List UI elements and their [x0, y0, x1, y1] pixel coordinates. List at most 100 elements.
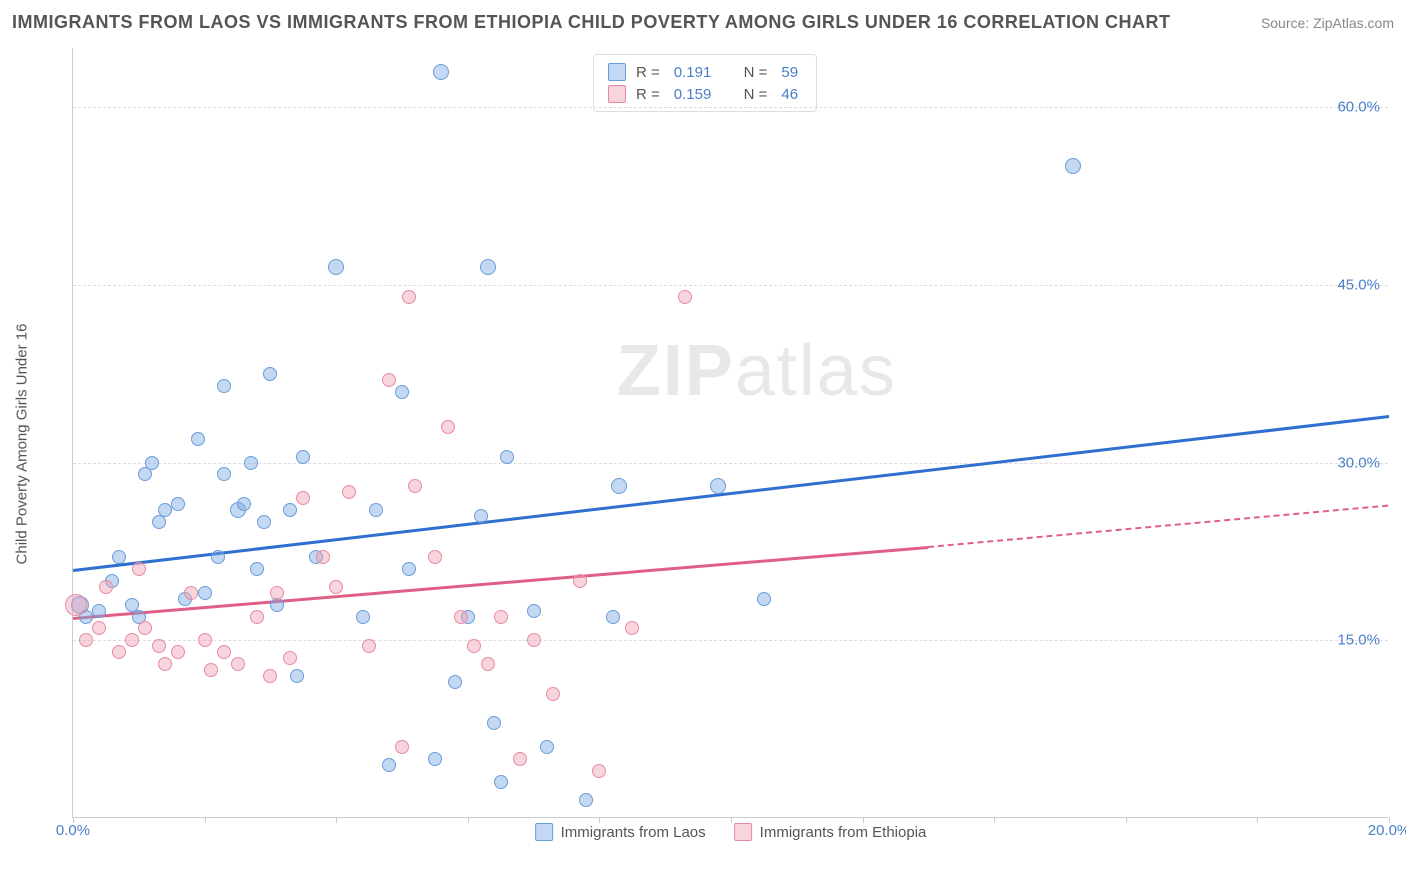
gridline [73, 285, 1388, 286]
x-tick-mark [205, 817, 206, 823]
x-tick-mark [468, 817, 469, 823]
data-point [356, 610, 370, 624]
data-point [611, 478, 627, 494]
data-point [158, 503, 172, 517]
data-point [369, 503, 383, 517]
data-point [487, 716, 501, 730]
gridline [73, 463, 1388, 464]
data-point [191, 432, 205, 446]
y-tick-label: 60.0% [1337, 99, 1380, 116]
data-point [513, 752, 527, 766]
data-point [395, 385, 409, 399]
data-point [757, 592, 771, 606]
watermark: ZIPatlas [617, 330, 897, 412]
data-point [250, 610, 264, 624]
data-point [92, 604, 106, 618]
y-tick-label: 15.0% [1337, 632, 1380, 649]
data-point [145, 456, 159, 470]
data-point [625, 621, 639, 635]
data-point [296, 450, 310, 464]
data-point [112, 550, 126, 564]
data-point [79, 633, 93, 647]
data-point [99, 580, 113, 594]
data-point [382, 373, 396, 387]
data-point [270, 586, 284, 600]
data-point [592, 764, 606, 778]
x-tick-label: 0.0% [56, 822, 90, 839]
data-point [540, 740, 554, 754]
x-tick-mark [1257, 817, 1258, 823]
data-point [152, 639, 166, 653]
data-point [678, 290, 692, 304]
data-point [171, 497, 185, 511]
data-point [467, 639, 481, 653]
y-tick-label: 30.0% [1337, 454, 1380, 471]
data-point [290, 669, 304, 683]
data-point [316, 550, 330, 564]
data-point [500, 450, 514, 464]
data-point [546, 687, 560, 701]
swatch-ethiopia-icon [734, 823, 752, 841]
swatch-laos-icon [535, 823, 553, 841]
data-point [211, 550, 225, 564]
data-point [433, 64, 449, 80]
data-point [244, 456, 258, 470]
data-point [204, 663, 218, 677]
data-point [171, 645, 185, 659]
data-point [217, 645, 231, 659]
data-point [250, 562, 264, 576]
x-tick-mark [994, 817, 995, 823]
data-point [448, 675, 462, 689]
x-tick-mark [1126, 817, 1127, 823]
gridline [73, 107, 1388, 108]
data-point [573, 574, 587, 588]
data-point [283, 503, 297, 517]
data-point [710, 478, 726, 494]
data-point [92, 621, 106, 635]
data-point [138, 621, 152, 635]
data-point [158, 657, 172, 671]
data-point [527, 604, 541, 618]
data-point [441, 420, 455, 434]
data-point [342, 485, 356, 499]
data-point [132, 562, 146, 576]
correlation-legend: R = 0.191 N = 59 R = 0.159 N = 46 [593, 54, 817, 112]
scatter-plot: ZIPatlas R = 0.191 N = 59 R = 0.159 N = … [72, 48, 1388, 818]
legend-row-ethiopia: R = 0.159 N = 46 [608, 83, 802, 105]
trendline-extrapolated [928, 504, 1389, 547]
data-point [480, 259, 496, 275]
x-tick-mark [731, 817, 732, 823]
swatch-ethiopia [608, 85, 626, 103]
data-point [125, 633, 139, 647]
gridline [73, 640, 1388, 641]
trendline [73, 546, 929, 620]
data-point [217, 379, 231, 393]
data-point [527, 633, 541, 647]
data-point [198, 586, 212, 600]
data-point [428, 550, 442, 564]
data-point [263, 669, 277, 683]
trendline [73, 415, 1389, 571]
chart-area: Child Poverty Among Girls Under 16 ZIPat… [52, 48, 1388, 840]
x-tick-mark [336, 817, 337, 823]
data-point [481, 657, 495, 671]
data-point [494, 610, 508, 624]
data-point [217, 467, 231, 481]
series-legend: Immigrants from Laos Immigrants from Eth… [535, 823, 927, 841]
swatch-laos [608, 63, 626, 81]
data-point [402, 562, 416, 576]
data-point [382, 758, 396, 772]
data-point [263, 367, 277, 381]
x-tick-mark [863, 817, 864, 823]
data-point [231, 657, 245, 671]
data-point [328, 259, 344, 275]
data-point [283, 651, 297, 665]
data-point [494, 775, 508, 789]
source-attribution: Source: ZipAtlas.com [1261, 15, 1394, 31]
legend-item-ethiopia: Immigrants from Ethiopia [734, 823, 927, 841]
data-point [428, 752, 442, 766]
data-point [65, 594, 87, 616]
legend-row-laos: R = 0.191 N = 59 [608, 61, 802, 83]
data-point [362, 639, 376, 653]
data-point [112, 645, 126, 659]
